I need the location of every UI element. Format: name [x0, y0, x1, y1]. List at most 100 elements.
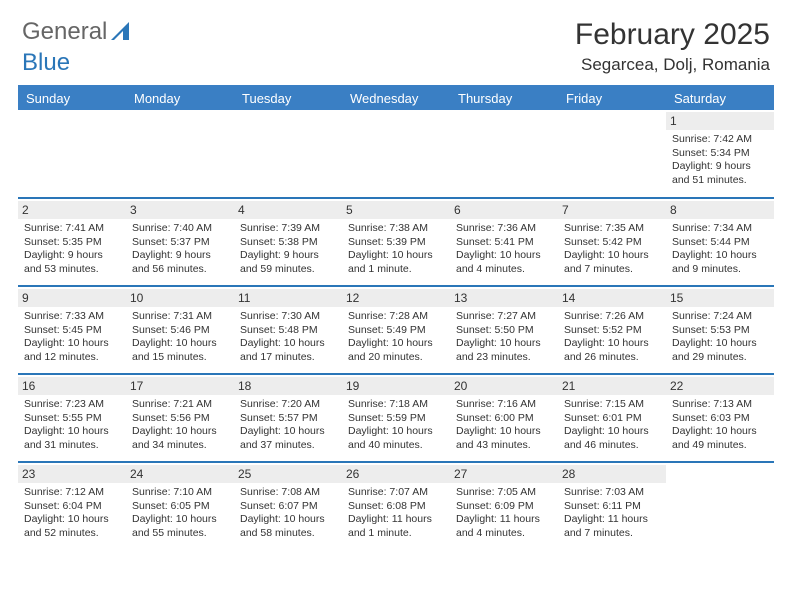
calendar-day-cell [126, 110, 234, 198]
day-info: Sunrise: 7:16 AMSunset: 6:00 PMDaylight:… [456, 398, 552, 453]
day-number [234, 112, 342, 130]
day-info: Sunrise: 7:33 AMSunset: 5:45 PMDaylight:… [24, 310, 120, 365]
calendar-day-cell: 3 Sunrise: 7:40 AMSunset: 5:37 PMDaylight… [126, 198, 234, 286]
calendar-day-cell [342, 110, 450, 198]
calendar-day-cell: 18 Sunrise: 7:20 AMSunset: 5:57 PMDayligh… [234, 374, 342, 462]
day-number: 2 [18, 201, 126, 219]
calendar-day-cell: 19Sunrise: 7:18 AMSunset: 5:59 PMDayligh… [342, 374, 450, 462]
day-number: 4 [234, 201, 342, 219]
calendar-day-cell: 9 Sunrise: 7:33 AMSunset: 5:45 PMDaylight… [18, 286, 126, 374]
day-info: Sunrise: 7:42 AMSunset: 5:34 PMDaylight:… [672, 133, 768, 188]
day-number: 3 [126, 201, 234, 219]
day-number: 11 [234, 289, 342, 307]
day-number [18, 112, 126, 130]
day-number: 23 [18, 465, 126, 483]
logo-word-2: Blue [22, 49, 778, 77]
weekday-header: Sunday [18, 86, 126, 110]
day-info: Sunrise: 7:40 AMSunset: 5:37 PMDaylight:… [132, 222, 228, 277]
day-number [450, 112, 558, 130]
calendar-day-cell: 28Sunrise: 7:03 AMSunset: 6:11 PMDayligh… [558, 462, 666, 550]
day-number [558, 112, 666, 130]
day-info: Sunrise: 7:13 AMSunset: 6:03 PMDaylight:… [672, 398, 768, 453]
day-number: 21 [558, 377, 666, 395]
day-number: 15 [666, 289, 774, 307]
day-number: 12 [342, 289, 450, 307]
page-title: February 2025 [575, 18, 770, 51]
day-info: Sunrise: 7:23 AMSunset: 5:55 PMDaylight:… [24, 398, 120, 453]
day-info: Sunrise: 7:05 AMSunset: 6:09 PMDaylight:… [456, 486, 552, 541]
day-info: Sunrise: 7:03 AMSunset: 6:11 PMDaylight:… [564, 486, 660, 541]
weekday-header: Saturday [666, 86, 774, 110]
calendar-day-cell: 12 Sunrise: 7:28 AMSunset: 5:49 PMDayligh… [342, 286, 450, 374]
calendar-day-cell: 5 Sunrise: 7:38 AMSunset: 5:39 PMDaylight… [342, 198, 450, 286]
calendar-day-cell: 24 Sunrise: 7:10 AMSunset: 6:05 PMDayligh… [126, 462, 234, 550]
day-info: Sunrise: 7:21 AMSunset: 5:56 PMDaylight:… [132, 398, 228, 453]
day-number: 18 [234, 377, 342, 395]
day-number [666, 465, 774, 483]
calendar-day-cell: 21 Sunrise: 7:15 AMSunset: 6:01 PMDayligh… [558, 374, 666, 462]
calendar-day-cell [234, 110, 342, 198]
day-number: 10 [126, 289, 234, 307]
calendar-day-cell [558, 110, 666, 198]
calendar-day-cell [18, 110, 126, 198]
day-info: Sunrise: 7:26 AMSunset: 5:52 PMDaylight:… [564, 310, 660, 365]
day-info: Sunrise: 7:08 AMSunset: 6:07 PMDaylight:… [240, 486, 336, 541]
calendar-week-row: 2Sunrise: 7:41 AMSunset: 5:35 PMDaylight… [18, 198, 774, 286]
day-info: Sunrise: 7:30 AMSunset: 5:48 PMDaylight:… [240, 310, 336, 365]
day-number: 9 [18, 289, 126, 307]
day-info: Sunrise: 7:18 AMSunset: 5:59 PMDaylight:… [348, 398, 444, 453]
calendar-week-row: 9 Sunrise: 7:33 AMSunset: 5:45 PMDaylight… [18, 286, 774, 374]
day-info: Sunrise: 7:10 AMSunset: 6:05 PMDaylight:… [132, 486, 228, 541]
day-number: 13 [450, 289, 558, 307]
day-number: 5 [342, 201, 450, 219]
day-number: 1 [666, 112, 774, 130]
day-info: Sunrise: 7:31 AMSunset: 5:46 PMDaylight:… [132, 310, 228, 365]
calendar-day-cell: 22Sunrise: 7:13 AMSunset: 6:03 PMDayligh… [666, 374, 774, 462]
day-number: 14 [558, 289, 666, 307]
day-info: Sunrise: 7:15 AMSunset: 6:01 PMDaylight:… [564, 398, 660, 453]
calendar-day-cell: 20 Sunrise: 7:16 AMSunset: 6:00 PMDayligh… [450, 374, 558, 462]
calendar-day-cell [450, 110, 558, 198]
day-number: 7 [558, 201, 666, 219]
day-number: 25 [234, 465, 342, 483]
day-number: 8 [666, 201, 774, 219]
calendar-day-cell: 10 Sunrise: 7:31 AMSunset: 5:46 PMDayligh… [126, 286, 234, 374]
calendar-day-cell: 4 Sunrise: 7:39 AMSunset: 5:38 PMDaylight… [234, 198, 342, 286]
day-info: Sunrise: 7:24 AMSunset: 5:53 PMDaylight:… [672, 310, 768, 365]
calendar-day-cell: 1 Sunrise: 7:42 AMSunset: 5:34 PMDaylight… [666, 110, 774, 198]
calendar-day-cell: 11 Sunrise: 7:30 AMSunset: 5:48 PMDayligh… [234, 286, 342, 374]
day-info: Sunrise: 7:28 AMSunset: 5:49 PMDaylight:… [348, 310, 444, 365]
weekday-header: Thursday [450, 86, 558, 110]
day-info: Sunrise: 7:38 AMSunset: 5:39 PMDaylight:… [348, 222, 444, 277]
day-number: 17 [126, 377, 234, 395]
day-info: Sunrise: 7:39 AMSunset: 5:38 PMDaylight:… [240, 222, 336, 277]
day-info: Sunrise: 7:12 AMSunset: 6:04 PMDaylight:… [24, 486, 120, 541]
day-info: Sunrise: 7:07 AMSunset: 6:08 PMDaylight:… [348, 486, 444, 541]
calendar-page: General February 2025 Segarcea, Dolj, Ro… [0, 0, 792, 560]
weekday-header: Monday [126, 86, 234, 110]
weekday-header: Tuesday [234, 86, 342, 110]
calendar-day-cell: 2Sunrise: 7:41 AMSunset: 5:35 PMDaylight… [18, 198, 126, 286]
weekday-header: Friday [558, 86, 666, 110]
day-info: Sunrise: 7:20 AMSunset: 5:57 PMDaylight:… [240, 398, 336, 453]
calendar-day-cell: 16Sunrise: 7:23 AMSunset: 5:55 PMDayligh… [18, 374, 126, 462]
day-number: 27 [450, 465, 558, 483]
calendar-day-cell [666, 462, 774, 550]
calendar-day-cell: 23 Sunrise: 7:12 AMSunset: 6:04 PMDayligh… [18, 462, 126, 550]
day-number: 26 [342, 465, 450, 483]
day-number: 24 [126, 465, 234, 483]
calendar-day-cell: 17 Sunrise: 7:21 AMSunset: 5:56 PMDayligh… [126, 374, 234, 462]
calendar-day-cell: 13Sunrise: 7:27 AMSunset: 5:50 PMDayligh… [450, 286, 558, 374]
logo-word-1: General [22, 18, 107, 46]
logo: General [22, 18, 133, 46]
calendar-day-cell: 8Sunrise: 7:34 AMSunset: 5:44 PMDaylight… [666, 198, 774, 286]
calendar-week-row: 1 Sunrise: 7:42 AMSunset: 5:34 PMDaylight… [18, 110, 774, 198]
calendar-week-row: 16Sunrise: 7:23 AMSunset: 5:55 PMDayligh… [18, 374, 774, 462]
calendar-day-cell: 25 Sunrise: 7:08 AMSunset: 6:07 PMDayligh… [234, 462, 342, 550]
calendar-day-cell: 6Sunrise: 7:36 AMSunset: 5:41 PMDaylight… [450, 198, 558, 286]
day-number: 20 [450, 377, 558, 395]
calendar-body: 1 Sunrise: 7:42 AMSunset: 5:34 PMDaylight… [18, 110, 774, 550]
day-number [342, 112, 450, 130]
calendar-day-cell: 27 Sunrise: 7:05 AMSunset: 6:09 PMDayligh… [450, 462, 558, 550]
calendar-table: SundayMondayTuesdayWednesdayThursdayFrid… [18, 85, 774, 550]
